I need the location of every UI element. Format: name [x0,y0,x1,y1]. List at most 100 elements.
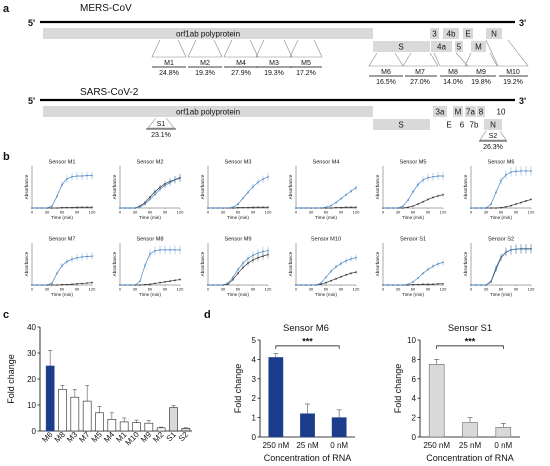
x-tick-label: 120 [528,287,535,292]
blue-data-point [510,171,512,173]
blue-data-point [427,176,429,179]
blue-data-point [66,177,68,180]
black-data-point [422,200,424,203]
x-tick-label: 90 [163,287,168,292]
black-data-point [154,282,156,285]
sars-gene-7a-label: 7a [466,108,475,117]
mers-gene-e-label: E [465,30,470,39]
blue-data-point [119,207,121,209]
black-data-point [402,207,404,209]
x-tick-label: 0 [382,287,385,292]
black-data-point [355,206,357,209]
panel-d-sensor-s1-chart: Sensor S1 0 2 4 6 8 10 Fold change 250 nM 25 nM 0 … [393,323,520,463]
black-data-point [154,190,156,193]
sensor-pct: 27.0% [410,79,430,86]
x-tick-label: 60 [411,287,416,292]
x-tick-label: 0 [470,210,473,215]
sensor-label: M3 [269,60,279,67]
mini-chart-sensor-m6: Sensor M6 0 30 60 90 120 Time (min) Absorbance [463,160,535,221]
x-tick-label: 60 [324,287,329,292]
sars-gene-7b-label: 7b [470,121,479,130]
x-axis-label: Time (min) [402,215,424,220]
blue-data-point [432,176,434,178]
blue-data-point [46,284,48,286]
black-data-point [71,206,73,209]
x-tick-label: 30 [133,210,138,215]
category-label: S2 [177,430,191,444]
blue-data-point [422,179,424,181]
blue-data-point [392,207,394,209]
black-data-point [164,281,166,283]
blue-data-point [340,262,342,265]
x-axis-label: Time (min) [315,292,337,297]
blue-data-point [51,205,53,207]
blue-data-point [217,284,219,286]
x-tick-label: 0 [207,287,210,292]
blue-data-point [300,207,302,209]
x-tick-label: 30 [133,287,138,292]
black-data-point [61,283,63,286]
blue-data-point [41,284,43,286]
y-tick-label: 20 [27,375,36,384]
blue-data-point [407,199,409,201]
x-axis-label: Concentration of RNA [264,453,352,463]
blue-data-point [217,207,219,209]
blue-data-point [402,205,404,207]
blue-data-point [31,207,33,209]
sars-sensor-s2: S2 26.3% [479,133,507,151]
sensor-label: M6 [381,69,391,76]
blue-data-point [159,188,161,191]
blue-data-point [81,175,83,177]
blue-data-point [61,183,63,186]
blue-data-point [300,284,302,286]
x-tick-label: 90 [339,210,344,215]
blue-data-point [134,207,136,209]
x-tick-label: 30 [221,210,226,215]
black-data-point [51,207,53,209]
black-data-point [227,283,229,286]
mini-chart-sensor-s1: Sensor S1 0 30 60 90 120 Time (min) Absorbance [375,237,447,298]
y-tick-label: 5 [252,336,257,345]
bar-250-nm [268,357,284,438]
black-data-point [490,207,492,209]
x-tick-label: 60 [148,287,153,292]
sensor-label: M2 [200,60,210,67]
mini-chart-title: Sensor M2 [136,160,163,166]
blue-data-point [315,284,317,286]
sensor-label: M5 [301,60,311,67]
blue-data-point [530,170,532,172]
mers-gene-4b-block [443,28,459,39]
blue-data-point [31,284,33,286]
black-data-point [412,283,414,286]
y-axis-label: Absorbance [288,174,293,199]
black-data-point [330,207,332,209]
mini-chart-title: Sensor M9 [224,237,251,243]
sensor-pct: 24.8% [159,70,179,77]
y-axis-label: Absorbance [375,174,380,199]
black-data-point [237,206,239,209]
y-tick-label: 0 [32,427,37,436]
blue-series-line [120,178,181,209]
blue-data-point [305,207,307,209]
category-label: 250 nM [262,441,289,450]
x-tick-label: 90 [75,210,80,215]
black-data-point [320,283,322,286]
x-tick-label: 120 [353,210,360,215]
blue-data-point [412,190,414,193]
black-data-point [237,272,239,275]
y-axis-label: Fold change [393,364,403,414]
mini-chart-sensor-m7: Sensor M7 0 30 60 90 120 Time (min) Absorbance [24,237,96,298]
panel-d-sensor-m6-chart: Sensor M6 0 1 2 3 4 5 Fold change 250 nM 25 nM 0 n… [233,323,355,463]
x-tick-label: 60 [499,210,504,215]
blue-data-point [76,175,78,177]
blue-data-point [149,198,151,201]
bar-0-nm [495,427,512,438]
blue-data-point [242,262,244,264]
x-tick-label: 0 [31,210,34,215]
mini-chart-sensor-m1: Sensor M1 0 30 60 90 120 Time (min) Absorbance [24,160,96,221]
blue-data-point [325,206,327,209]
x-tick-label: 30 [309,287,314,292]
sars-gene-s-label: S [398,121,403,130]
black-data-point [247,262,249,264]
